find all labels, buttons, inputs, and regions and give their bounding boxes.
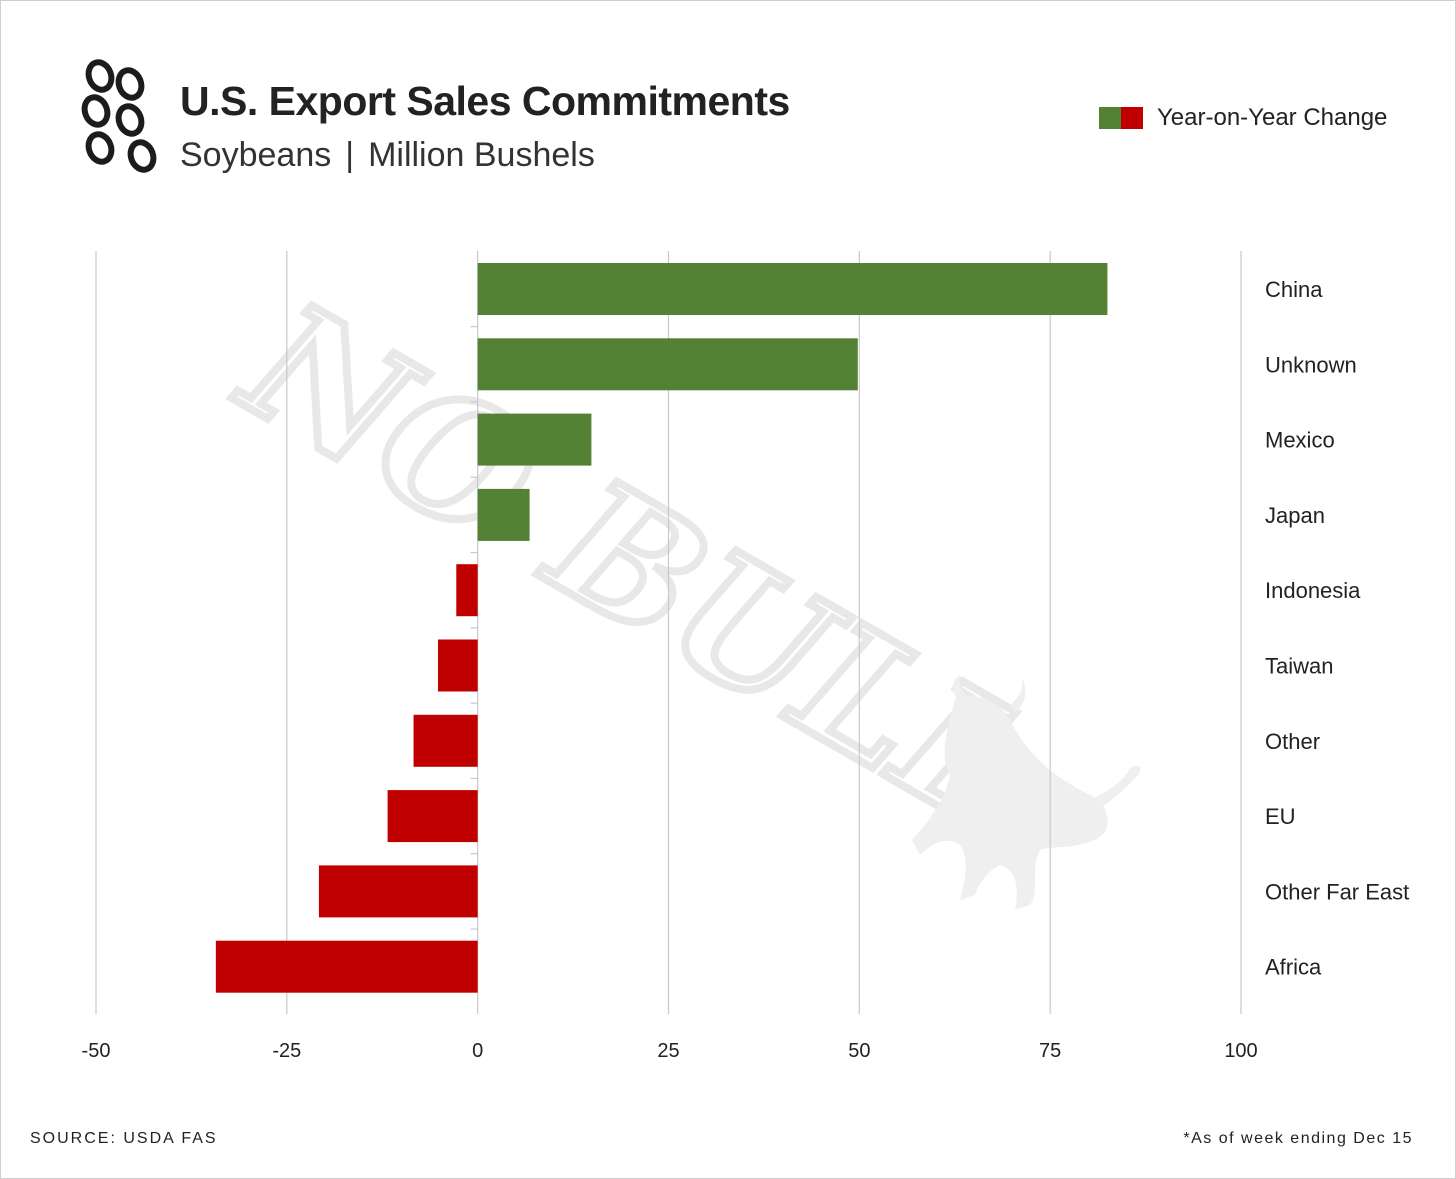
x-tick-label: -50 bbox=[82, 1040, 111, 1062]
legend-label: Year-on-Year Change bbox=[1157, 104, 1388, 131]
category-label: Africa bbox=[1265, 955, 1322, 980]
legend-positive-swatch bbox=[1099, 107, 1121, 129]
date-note: *As of week ending Dec 15 bbox=[1183, 1130, 1413, 1147]
category-label: China bbox=[1265, 277, 1323, 302]
bar bbox=[413, 714, 478, 767]
subtitle-commodity: Soybeans bbox=[180, 136, 332, 174]
x-tick-label: 50 bbox=[848, 1040, 870, 1062]
bull-icon bbox=[912, 675, 1141, 910]
bar bbox=[387, 790, 478, 843]
category-label: Mexico bbox=[1265, 428, 1335, 453]
category-label: Japan bbox=[1265, 503, 1325, 528]
category-label: Indonesia bbox=[1265, 578, 1361, 603]
source-note: SOURCE: USDA FAS bbox=[30, 1130, 218, 1147]
category-label: EU bbox=[1265, 804, 1296, 829]
bar bbox=[215, 940, 478, 993]
legend-negative-swatch bbox=[1121, 107, 1143, 129]
category-label: Taiwan bbox=[1265, 654, 1333, 679]
bar bbox=[456, 564, 478, 617]
bar bbox=[477, 413, 592, 466]
x-axis-tick-labels: -50 -25 0 25 50 75 100 bbox=[82, 1040, 1258, 1062]
category-label: Unknown bbox=[1265, 352, 1357, 377]
subtitle-separator: | bbox=[345, 136, 355, 174]
chart-title: U.S. Export Sales Commitments bbox=[180, 78, 790, 124]
x-tick-label: 100 bbox=[1224, 1040, 1257, 1062]
category-label: Other Far East bbox=[1265, 879, 1409, 904]
bar bbox=[477, 263, 1108, 315]
category-labels: China Unknown Mexico Japan Indonesia Taiwan Ot… bbox=[1265, 277, 1409, 980]
bar bbox=[477, 338, 858, 391]
bars bbox=[215, 263, 1108, 993]
x-tick-label: 0 bbox=[472, 1040, 483, 1062]
category-label: Other bbox=[1265, 729, 1320, 754]
x-tick-label: 25 bbox=[657, 1040, 679, 1062]
subtitle-unit: Million Bushels bbox=[368, 136, 595, 174]
x-tick-label: -25 bbox=[272, 1040, 301, 1062]
soybean-pod-icon bbox=[81, 59, 157, 173]
bar bbox=[318, 865, 478, 918]
chart-subtitle: Soybeans | Million Bushels bbox=[180, 136, 595, 175]
category-ticks bbox=[470, 326, 478, 930]
bar bbox=[477, 488, 530, 541]
x-tick-label: 75 bbox=[1039, 1040, 1061, 1062]
bar bbox=[437, 639, 478, 692]
legend: Year-on-Year Change bbox=[1099, 104, 1387, 132]
